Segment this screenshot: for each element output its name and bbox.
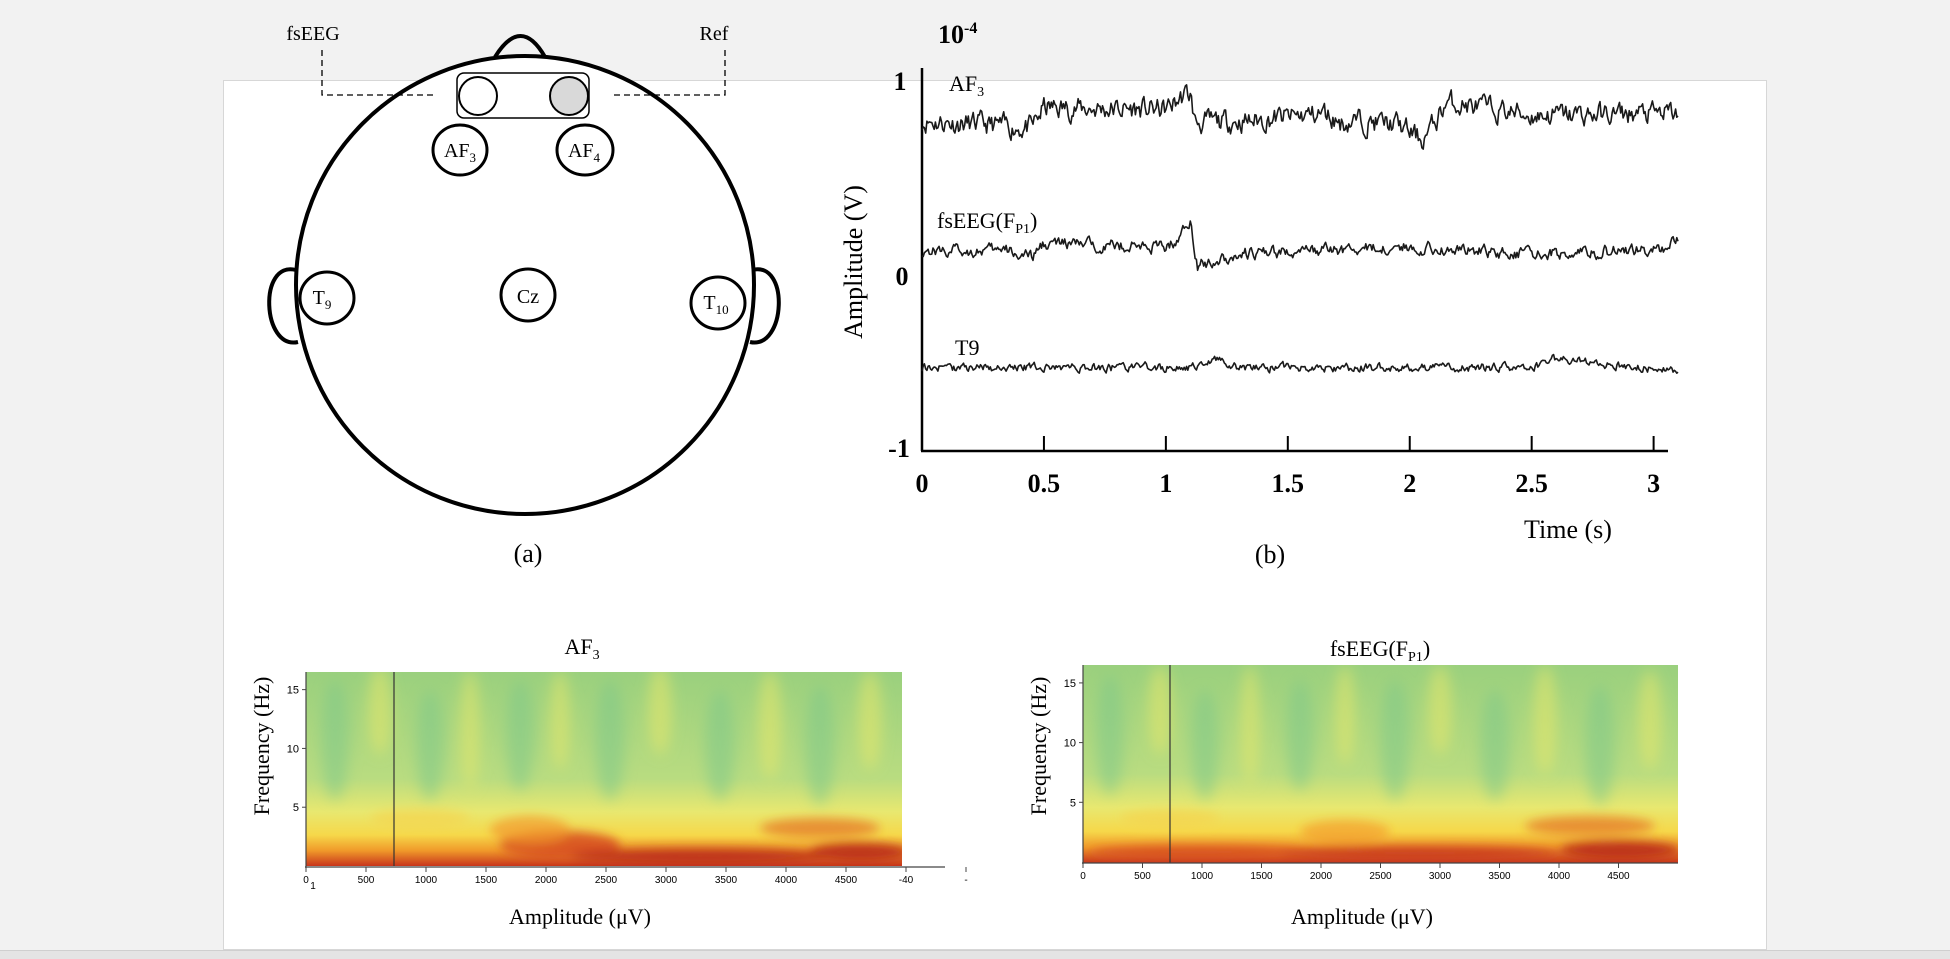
spectrogram-fseeg: fsEEG(FP1) — [1026, 636, 1678, 929]
y-tick-label: 5 — [1070, 797, 1076, 809]
trace-t9 — [921, 353, 1679, 374]
trace-af3 — [921, 84, 1679, 150]
x-tick-label: 0.5 — [1028, 469, 1061, 498]
spectrogram-title: fsEEG(FP1) — [1330, 636, 1430, 665]
y-axis-label: Amplitude (V) — [839, 185, 868, 339]
svg-text:Cz: Cz — [517, 286, 539, 308]
y-tick-label: 10 — [1064, 738, 1076, 750]
x-tick-label: 500 — [358, 875, 375, 886]
right-ear — [749, 267, 781, 345]
y-axis-label: Frequency (Hz) — [1026, 677, 1051, 816]
x-axis-label: Amplitude (μV) — [509, 904, 651, 929]
x-tick-label: 2000 — [1310, 871, 1333, 882]
scale-factor: 10-4 — [938, 20, 977, 49]
electrode-cz: Cz — [499, 267, 557, 323]
x-tick-label: 1500 — [475, 875, 498, 886]
y-tick-label: 15 — [287, 685, 299, 697]
x-tick-label: 3500 — [715, 875, 738, 886]
x-tick-label: - — [964, 875, 967, 886]
x-tick-label: 4500 — [835, 875, 858, 886]
bottom-scrollbar-area[interactable] — [0, 950, 1950, 959]
svg-text:AF3: AF3 — [444, 140, 476, 165]
x-tick-label: 3000 — [655, 875, 678, 886]
electrode-af3: AF3 — [431, 123, 489, 177]
svg-text:AF4: AF4 — [568, 140, 601, 165]
series-label-t9: T9 — [955, 335, 979, 360]
y-axis-label: Frequency (Hz) — [249, 677, 274, 816]
x-tick-label: 2500 — [1369, 871, 1392, 882]
caption-b: (b) — [1255, 540, 1285, 569]
x-tick-label: 1000 — [415, 875, 438, 886]
spectrogram-title: AF3 — [564, 634, 599, 663]
x-tick-label: 1 — [1159, 469, 1172, 498]
spectrogram-heatmap — [1083, 665, 1678, 863]
x-ticks: 0 0.5 1 1.5 2 2.5 3 — [916, 436, 1660, 498]
trace-fseeg-fp1- — [921, 220, 1679, 272]
electrode-af4: AF4 — [555, 123, 615, 177]
y-tick-label: 5 — [293, 802, 299, 814]
x-tick-label: 2000 — [535, 875, 558, 886]
x-tick-label: 0 — [303, 875, 309, 886]
x-tick-label: 0 — [916, 469, 929, 498]
x-tick-label: 3000 — [1429, 871, 1452, 882]
x-tick-label: 2.5 — [1515, 469, 1548, 498]
series-label-af3: AF3 — [949, 71, 984, 100]
fseeg-leader-line — [321, 50, 435, 96]
x-tick-label: 3500 — [1488, 871, 1511, 882]
ref-electrode — [549, 76, 589, 116]
spectrogram-af3: AF3 — [249, 634, 968, 929]
caption-a: (a) — [514, 539, 543, 568]
x-tick-label: 1000 — [1191, 871, 1214, 882]
x-tick-label: 3 — [1647, 469, 1660, 498]
x-tick-label: 500 — [1134, 871, 1151, 882]
fseeg-label: fsEEG — [286, 23, 339, 45]
x-tick-label: 1500 — [1250, 871, 1273, 882]
x-tick-label: 1.5 — [1272, 469, 1305, 498]
x-axis-label: Time (s) — [1524, 515, 1612, 544]
ytick-label-neg1: -1 — [888, 434, 910, 463]
y-tick-label: 10 — [287, 743, 299, 755]
y-tick-label: 15 — [1064, 678, 1076, 690]
head-diagram: fsEEG Ref AF3 AF4 T9 T10 Cz — [267, 23, 781, 516]
traces — [921, 84, 1679, 374]
extra-tick-label: 1 — [310, 881, 316, 892]
x-axis-label: Amplitude (μV) — [1291, 904, 1433, 929]
electrode-t10: T10 — [689, 275, 747, 331]
series-label-fseeg: fsEEG(FP1) — [937, 208, 1037, 237]
x-tick-label: 2 — [1403, 469, 1416, 498]
x-tick-label: 4000 — [775, 875, 798, 886]
nose — [493, 34, 547, 59]
x-tick-label: -40 — [899, 875, 914, 886]
svg-text:T10: T10 — [703, 292, 728, 317]
x-tick-label: 4500 — [1607, 871, 1630, 882]
x-tick-label: 0 — [1080, 871, 1086, 882]
spectrogram-heatmap — [306, 672, 902, 866]
eeg-chart: 10-4 1 0 -1 Amplitude (V) Time (s) 0 0.5 1… — [839, 20, 1679, 544]
x-tick-label: 4000 — [1548, 871, 1571, 882]
axis-ticks: 15 10 5 0 500 1000 1500 2000 2500 3000 3500 4000 450… — [287, 685, 968, 886]
ytick-label-1: 1 — [894, 67, 907, 96]
ref-leader-line — [612, 50, 726, 96]
x-tick-label: 2500 — [595, 875, 618, 886]
ref-label: Ref — [700, 23, 729, 45]
electrode-t9: T9 — [298, 270, 356, 326]
svg-text:T9: T9 — [313, 287, 332, 312]
axis-ticks: 15 10 5 0 500 1000 1500 2000 2500 3000 3500 4000 450… — [1064, 678, 1630, 882]
left-ear — [267, 267, 299, 345]
fseeg-electrode — [458, 76, 498, 116]
ytick-label-0: 0 — [896, 262, 909, 291]
